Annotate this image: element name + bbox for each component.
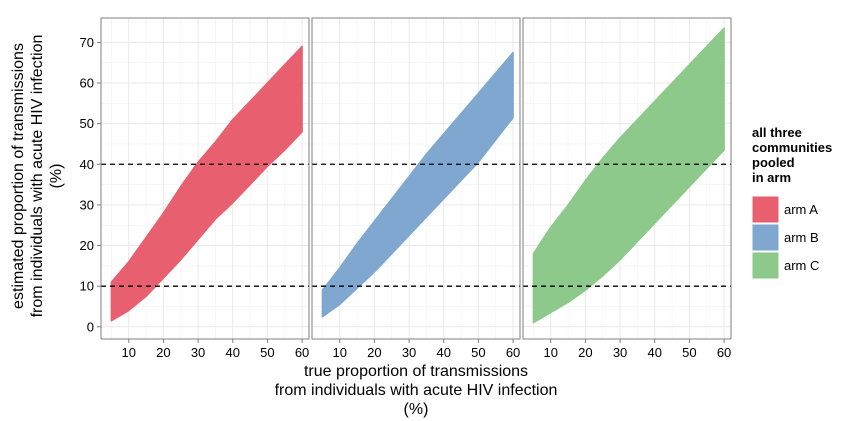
- y-tick-label: 60: [80, 76, 94, 91]
- legend: all three communities pooled in arm arm …: [751, 125, 832, 280]
- x-tick-label: 20: [578, 345, 592, 360]
- x-tick-label: 50: [682, 345, 696, 360]
- panel-arm-A: [100, 17, 310, 340]
- panel-arm-C: [522, 17, 732, 340]
- y-tick-label: 30: [80, 197, 94, 212]
- x-tick-label: 40: [225, 345, 239, 360]
- legend-key-arm-B: [751, 223, 780, 252]
- y-tick-label: 10: [80, 279, 94, 294]
- y-axis-title-line-2: from individuals with acute HIV infectio…: [29, 35, 46, 318]
- x-axis-title-line-2: from individuals with acute HIV infectio…: [275, 382, 558, 399]
- x-tick-label: 20: [367, 345, 381, 360]
- x-tick-label: 50: [471, 345, 485, 360]
- x-tick-label: 30: [191, 345, 205, 360]
- y-tick-label: 0: [87, 319, 94, 334]
- y-axis-title-line-1: estimated proportion of transmissions: [10, 43, 27, 309]
- legend-label-arm-A: arm A: [784, 202, 818, 217]
- x-tick-label: 10: [121, 345, 135, 360]
- x-tick-label: 30: [613, 345, 627, 360]
- legend-title-line-3: pooled: [752, 155, 795, 170]
- legend-key-arm-C: [751, 251, 780, 280]
- y-axis-title-line-3: (%): [48, 164, 65, 189]
- y-tick-label: 70: [80, 35, 94, 50]
- x-axis-title-line-3: (%): [404, 401, 429, 418]
- y-axis: 0 10 20 30 40 50 60 70: [80, 35, 101, 334]
- legend-key-arm-A: [751, 195, 780, 224]
- legend-label-arm-B: arm B: [784, 230, 819, 245]
- ribbon-arm-B: [321, 51, 514, 318]
- x-tick-label: 60: [717, 345, 731, 360]
- legend-label-arm-C: arm C: [784, 258, 819, 273]
- legend-title-line-2: communities: [752, 140, 832, 155]
- chart-panels: [100, 17, 732, 340]
- x-tick-label: 60: [295, 345, 309, 360]
- panel-border: [522, 17, 732, 340]
- x-tick-label: 50: [260, 345, 274, 360]
- y-tick-label: 20: [80, 238, 94, 253]
- x-axis-title-line-1: true proportion of transmissions: [304, 363, 528, 380]
- ribbon-arm-A: [110, 45, 303, 322]
- panel-arm-B: [311, 17, 521, 340]
- legend-keys: arm A arm B arm C: [751, 195, 819, 280]
- x-tick-label: 60: [506, 345, 520, 360]
- panel-border: [100, 17, 310, 340]
- x-axis: 10 20 30 40 50 60 10 20 30 40 50 60 10 20 30 40 50 60: [121, 339, 731, 360]
- x-tick-label: 30: [402, 345, 416, 360]
- x-tick-label: 40: [647, 345, 661, 360]
- x-tick-label: 10: [332, 345, 346, 360]
- panel-border: [311, 17, 521, 340]
- legend-title-line-4: in arm: [752, 170, 791, 185]
- x-tick-label: 40: [436, 345, 450, 360]
- y-tick-label: 40: [80, 157, 94, 172]
- legend-title-line-1: all three: [752, 125, 802, 140]
- y-tick-label: 50: [80, 116, 94, 131]
- x-tick-label: 10: [543, 345, 557, 360]
- ribbon-arm-C: [532, 27, 725, 324]
- x-tick-label: 20: [156, 345, 170, 360]
